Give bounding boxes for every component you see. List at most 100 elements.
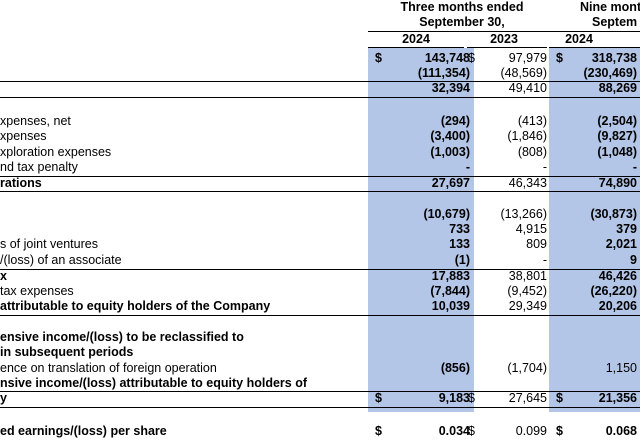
value-2023-three-months: (48,569) bbox=[500, 66, 547, 80]
header-year-col3: 2024 bbox=[565, 32, 593, 46]
row-rule bbox=[0, 191, 640, 192]
value-2024-three-months: (3,400) bbox=[430, 129, 470, 143]
header-nine-months-line2: Septem bbox=[592, 15, 638, 29]
value-2024-nine-months: (1,048) bbox=[597, 145, 637, 159]
currency-symbol-col3: $ bbox=[556, 424, 563, 438]
header-year-rule-col2 bbox=[467, 47, 547, 48]
value-2024-nine-months: 318,738 bbox=[591, 51, 637, 65]
value-2023-three-months: 46,343 bbox=[508, 176, 547, 190]
header-year-col1: 2024 bbox=[402, 32, 430, 46]
value-2023-three-months: 38,801 bbox=[508, 269, 547, 283]
row-rule bbox=[0, 176, 640, 177]
header-year-col2: 2023 bbox=[490, 32, 518, 46]
row-label: xpenses bbox=[0, 129, 47, 143]
currency-symbol-col1: $ bbox=[375, 391, 382, 405]
value-2024-nine-months: - bbox=[632, 160, 637, 174]
header-year-rule-col1 bbox=[368, 47, 464, 48]
value-2023-three-months: 29,349 bbox=[508, 299, 547, 313]
currency-symbol-col2: $ bbox=[468, 51, 475, 65]
row-label: /(loss) of an associate bbox=[0, 253, 122, 267]
value-2023-three-months: - bbox=[542, 160, 547, 174]
row-label: nsive income/(loss) attributable to equi… bbox=[0, 376, 307, 390]
value-2023-three-months: (808) bbox=[517, 145, 547, 159]
value-2023-three-months: (9,452) bbox=[507, 284, 547, 298]
value-2023-three-months: 97,979 bbox=[508, 51, 547, 65]
value-2024-nine-months: 0.068 bbox=[605, 424, 637, 438]
row-rule bbox=[0, 81, 640, 82]
row-label: ensive income/(loss) to be reclassified … bbox=[0, 330, 244, 344]
value-2024-three-months: (10,679) bbox=[423, 207, 470, 221]
row-rule bbox=[0, 315, 640, 316]
value-2024-three-months: 27,697 bbox=[431, 176, 470, 190]
value-2023-three-months: (1,846) bbox=[507, 129, 547, 143]
value-2024-three-months: 0.034 bbox=[438, 424, 470, 438]
value-2024-three-months: (856) bbox=[440, 361, 470, 375]
row-label: xploration expenses bbox=[0, 145, 112, 159]
highlight-column-2024-nine-months bbox=[549, 48, 640, 412]
row-rule bbox=[0, 391, 640, 392]
value-2023-three-months: 49,410 bbox=[508, 81, 547, 95]
value-2023-three-months: 809 bbox=[526, 237, 547, 251]
row-label: nd tax penalty bbox=[0, 160, 78, 174]
value-2024-three-months: (1,003) bbox=[430, 145, 470, 159]
header-year-rule-col3 bbox=[549, 47, 640, 48]
value-2024-three-months: 10,039 bbox=[431, 299, 470, 313]
currency-symbol-col1: $ bbox=[375, 51, 382, 65]
value-2023-three-months: 27,645 bbox=[508, 391, 547, 405]
value-2024-nine-months: 379 bbox=[616, 222, 637, 236]
value-2023-three-months: (413) bbox=[517, 114, 547, 128]
value-2024-three-months: 9,183 bbox=[438, 391, 470, 405]
row-label: y bbox=[0, 391, 7, 405]
value-2024-three-months: (294) bbox=[440, 114, 470, 128]
value-2024-three-months: 733 bbox=[449, 222, 470, 236]
row-label: rations bbox=[0, 176, 42, 190]
currency-symbol-col3: $ bbox=[556, 391, 563, 405]
currency-symbol-col2: $ bbox=[468, 424, 475, 438]
currency-symbol-col3: $ bbox=[556, 51, 563, 65]
row-label: ed earnings/(loss) per share bbox=[0, 424, 167, 438]
value-2024-nine-months: 21,356 bbox=[598, 391, 637, 405]
header-rule-nine-months bbox=[549, 31, 640, 32]
row-rule bbox=[0, 97, 640, 98]
currency-symbol-col1: $ bbox=[375, 424, 382, 438]
value-2024-three-months: 17,883 bbox=[431, 269, 470, 283]
value-2024-three-months: 133 bbox=[449, 237, 470, 251]
value-2024-nine-months: (230,469) bbox=[583, 66, 637, 80]
header-rule-three-months bbox=[368, 31, 554, 32]
row-label: x bbox=[0, 269, 7, 283]
row-label: ence on translation of foreign operation bbox=[0, 361, 217, 375]
value-2024-nine-months: 20,206 bbox=[598, 299, 637, 313]
value-2023-three-months: (13,266) bbox=[500, 207, 547, 221]
value-2024-nine-months: 88,269 bbox=[598, 81, 637, 95]
value-2024-nine-months: 1,150 bbox=[605, 361, 637, 375]
value-2024-three-months: 143,748 bbox=[424, 51, 470, 65]
row-label: in subsequent periods bbox=[0, 345, 134, 359]
value-2023-three-months: (1,704) bbox=[507, 361, 547, 375]
value-2023-three-months: 4,915 bbox=[515, 222, 547, 236]
value-2024-nine-months: 74,890 bbox=[598, 176, 637, 190]
row-label: tax expenses bbox=[0, 284, 74, 298]
row-label: xpenses, net bbox=[0, 114, 71, 128]
value-2024-three-months: 32,394 bbox=[431, 81, 470, 95]
value-2024-nine-months: (30,873) bbox=[590, 207, 637, 221]
value-2024-three-months: - bbox=[465, 160, 470, 174]
value-2023-three-months: 0.099 bbox=[515, 424, 547, 438]
header-nine-months-line1: Nine mont bbox=[580, 0, 640, 14]
value-2024-nine-months: (2,504) bbox=[597, 114, 637, 128]
value-2024-nine-months: 9 bbox=[630, 253, 637, 267]
value-2023-three-months: - bbox=[542, 253, 547, 267]
row-rule bbox=[0, 407, 640, 408]
row-label: s of joint ventures bbox=[0, 237, 98, 251]
value-2024-nine-months: (9,827) bbox=[597, 129, 637, 143]
highlight-column-2024-three-months bbox=[368, 48, 474, 412]
value-2024-three-months: (1) bbox=[454, 253, 470, 267]
value-2024-nine-months: (26,220) bbox=[590, 284, 637, 298]
header-three-months-line1: Three months ended bbox=[400, 0, 524, 14]
currency-symbol-col2: $ bbox=[468, 391, 475, 405]
row-label: attributable to equity holders of the Co… bbox=[0, 299, 271, 313]
value-2024-three-months: (7,844) bbox=[430, 284, 470, 298]
row-rule bbox=[0, 269, 640, 270]
value-2024-three-months: (111,354) bbox=[417, 66, 470, 80]
value-2024-nine-months: 2,021 bbox=[605, 237, 637, 251]
header-three-months-line2: September 30, bbox=[419, 15, 505, 29]
